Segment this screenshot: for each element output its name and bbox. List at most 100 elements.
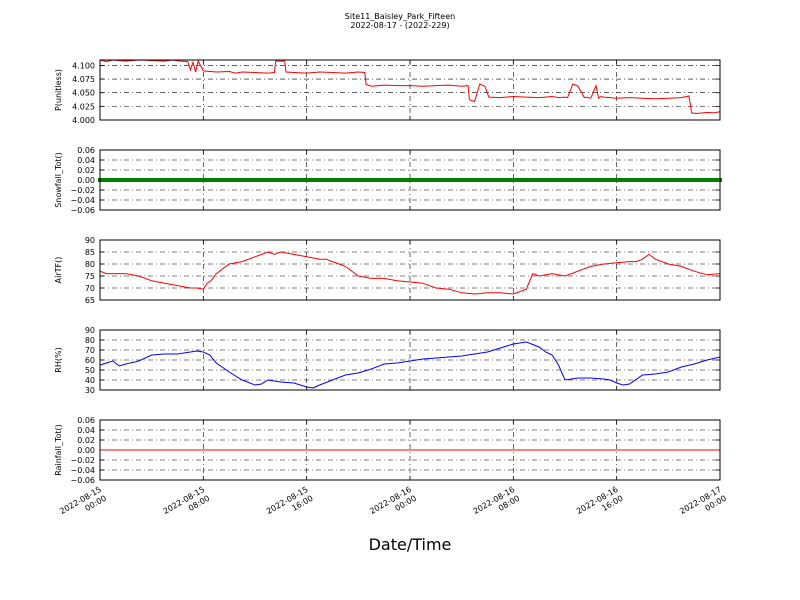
data-point	[572, 178, 577, 182]
data-point	[701, 178, 706, 182]
x-tick-label: 2022-08-1508:00	[162, 485, 212, 525]
data-point	[411, 178, 416, 182]
figure-subtitle: 2022-08-17 - (2022-229)	[350, 21, 449, 30]
data-point	[517, 178, 522, 182]
data-point	[304, 178, 309, 182]
data-point	[114, 178, 119, 182]
data-point	[595, 178, 600, 182]
subplot-1: 4.000 4.025 4.050 4.075 4.100 P(unitless)	[54, 59, 721, 125]
y-tick-label: 85	[85, 248, 95, 257]
data-point	[433, 178, 438, 182]
data-point	[253, 178, 257, 182]
data-point	[559, 178, 564, 182]
data-point	[424, 178, 429, 182]
y-tick-label: 80	[85, 336, 95, 345]
data-point	[646, 178, 651, 182]
data-point	[630, 178, 635, 182]
data-point	[437, 178, 442, 182]
data-point	[598, 178, 603, 182]
y-tick-label: −0.02	[70, 456, 95, 465]
figure-title: Site11_Baisley_Park_Fifteen	[345, 12, 455, 21]
series-line	[99, 59, 721, 115]
y-tick-label: 50	[85, 366, 95, 375]
data-point	[537, 178, 542, 182]
data-point	[165, 178, 170, 182]
data-point	[456, 178, 461, 182]
data-point	[317, 178, 322, 182]
data-point	[211, 178, 216, 182]
data-point	[110, 178, 115, 182]
data-point	[679, 178, 684, 182]
x-tick-label: 2022-08-1700:00	[678, 485, 728, 525]
data-point	[336, 178, 341, 182]
data-point	[343, 178, 348, 182]
data-point	[198, 178, 203, 182]
data-point	[265, 178, 270, 182]
data-point	[527, 178, 532, 182]
subplot-3: 65 70 75 80 85 90 AirTF()	[54, 236, 721, 305]
series-line	[99, 341, 721, 389]
data-point	[220, 178, 225, 182]
data-point	[369, 178, 374, 182]
data-point	[550, 178, 555, 182]
y-tick-label: 0.00	[77, 446, 95, 455]
data-point	[320, 178, 325, 182]
x-axis-label: Date/Time	[369, 535, 452, 554]
data-point	[194, 178, 199, 182]
data-point	[359, 178, 364, 182]
data-point	[246, 178, 251, 182]
data-point	[375, 178, 380, 182]
y-tick-label: 90	[85, 236, 95, 245]
data-point	[191, 178, 196, 182]
data-point	[449, 178, 454, 182]
data-point	[453, 178, 458, 182]
data-point	[566, 178, 571, 182]
data-point	[653, 178, 658, 182]
data-point	[362, 178, 367, 182]
data-point	[698, 178, 703, 182]
data-point	[575, 178, 580, 182]
data-point	[395, 178, 400, 182]
data-point	[178, 178, 183, 182]
data-point	[546, 178, 551, 182]
data-point	[330, 178, 335, 182]
data-point	[627, 178, 632, 182]
data-point	[307, 178, 312, 182]
data-point	[482, 178, 487, 182]
y-tick-label: 0.02	[77, 436, 95, 445]
data-point	[469, 178, 474, 182]
data-point	[104, 178, 109, 182]
data-point	[666, 178, 671, 182]
data-point	[152, 178, 157, 182]
data-point	[459, 178, 464, 182]
data-point	[637, 178, 642, 182]
data-point	[640, 178, 645, 182]
data-point	[540, 178, 545, 182]
data-point	[501, 178, 506, 182]
data-point	[214, 178, 219, 182]
y-axis-label: Rainfall_Tot()	[54, 424, 63, 476]
data-point	[136, 178, 141, 182]
data-point	[688, 178, 693, 182]
x-tick-labels: 2022-08-1500:00 2022-08-1508:00 2022-08-15…	[58, 485, 728, 525]
data-point	[711, 178, 716, 182]
data-point	[592, 178, 597, 182]
data-point	[504, 178, 509, 182]
data-point	[272, 178, 277, 182]
data-point	[382, 178, 387, 182]
y-tick-label: 0.04	[77, 426, 95, 435]
axes-frame	[99, 419, 721, 481]
data-point	[236, 178, 241, 182]
data-point	[240, 178, 245, 182]
data-point	[249, 178, 254, 182]
axes-frame	[99, 239, 721, 301]
data-point	[324, 178, 329, 182]
data-point	[408, 178, 412, 182]
data-point	[120, 178, 125, 182]
data-point	[608, 178, 613, 182]
data-point	[475, 178, 480, 182]
data-point	[201, 178, 206, 182]
data-point	[243, 178, 248, 182]
